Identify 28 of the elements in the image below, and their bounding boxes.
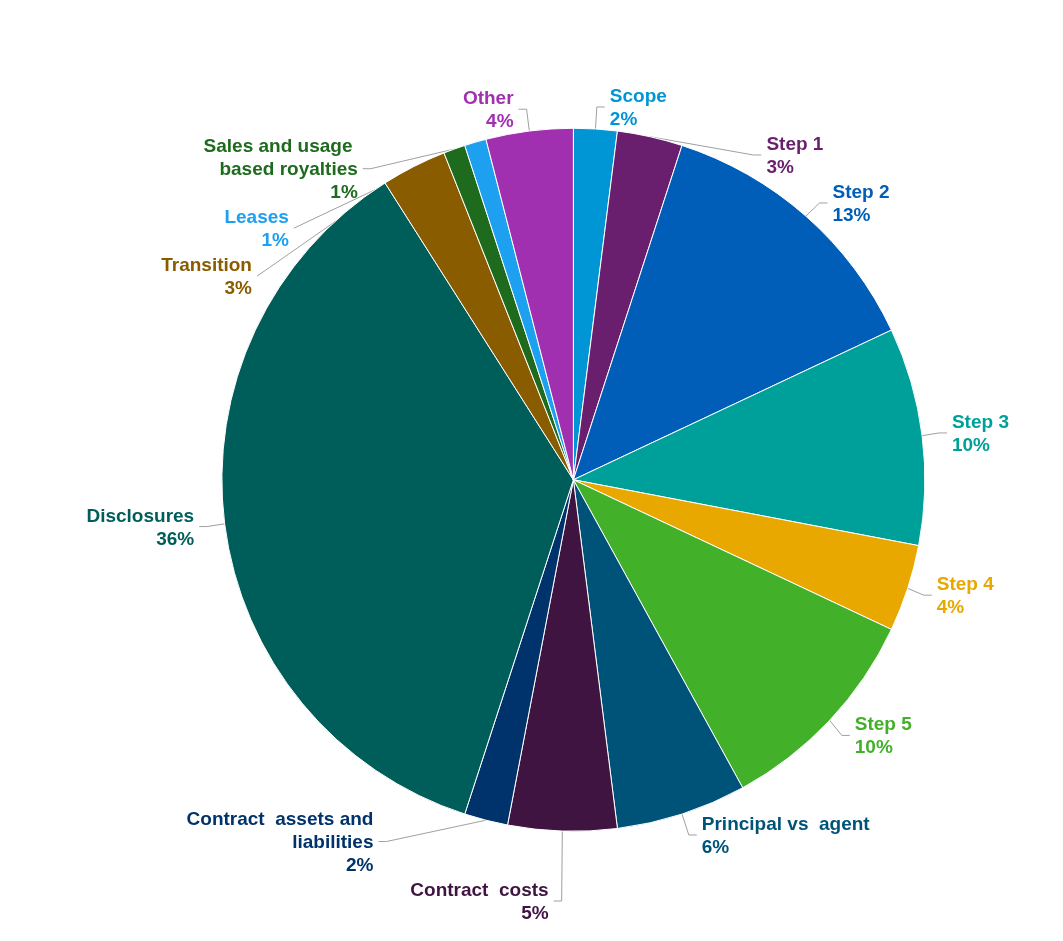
slice-label: Disclosures	[86, 504, 195, 526]
data-label: 5%	[521, 902, 549, 924]
data-label: 10%	[951, 433, 991, 455]
slice-label: Transition	[161, 254, 252, 276]
data-label: 1%	[330, 181, 358, 203]
slice-label: Step 1	[766, 132, 824, 154]
data-label: 36%	[156, 527, 195, 549]
slice-label: Step 5	[854, 713, 913, 735]
slice-label: Step 4	[936, 573, 995, 595]
data-label: 2%	[346, 854, 374, 876]
data-label: 10%	[854, 736, 893, 758]
slice-label: Sales and usage based royalties	[203, 135, 358, 180]
data-label: 4%	[936, 596, 965, 618]
data-label: 2%	[609, 107, 638, 129]
data-label: 1%	[261, 229, 289, 251]
data-label: 13%	[832, 203, 871, 225]
slice-label: Step 3	[951, 410, 1009, 432]
slice-label: Contract costs	[410, 879, 549, 901]
slice-label: Other	[462, 87, 515, 109]
slice-label: Leases	[224, 206, 289, 228]
data-label: 6%	[701, 835, 730, 857]
data-label: 4%	[486, 110, 514, 132]
data-label: 3%	[766, 155, 794, 177]
slice-label: Contract assets and liabilities	[186, 808, 374, 853]
slice-label: Principal vs agent	[701, 812, 871, 834]
slice-label: Step 2	[832, 180, 890, 202]
data-label: 3%	[224, 277, 253, 299]
slice-label: Scope	[609, 84, 667, 106]
